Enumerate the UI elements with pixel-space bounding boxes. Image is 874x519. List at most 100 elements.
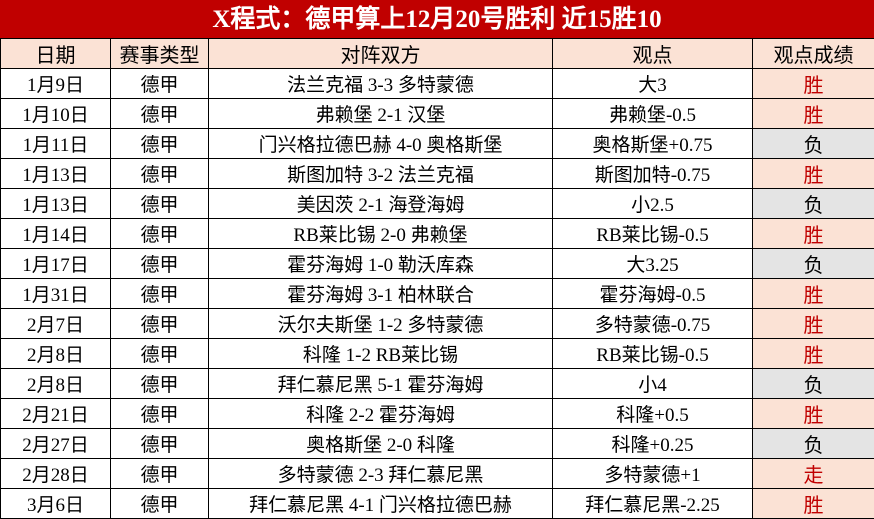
cell-date: 1月13日 [1, 159, 111, 189]
cell-date: 1月9日 [1, 69, 111, 99]
table-header: 日期 赛事类型 对阵双方 观点 观点成绩 [1, 39, 874, 69]
cell-date: 2月8日 [1, 339, 111, 369]
column-header-match: 对阵双方 [209, 39, 553, 69]
cell-match: 科隆 1-2 RB莱比锡 [209, 339, 553, 369]
cell-type: 德甲 [111, 69, 209, 99]
cell-type: 德甲 [111, 399, 209, 429]
cell-type: 德甲 [111, 429, 209, 459]
cell-result: 胜 [753, 219, 874, 249]
cell-result: 胜 [753, 399, 874, 429]
cell-date: 1月31日 [1, 279, 111, 309]
cell-result: 胜 [753, 159, 874, 189]
cell-match: 法兰克福 3-3 多特蒙德 [209, 69, 553, 99]
cell-match: 美因茨 2-1 海登海姆 [209, 189, 553, 219]
cell-type: 德甲 [111, 99, 209, 129]
cell-date: 2月28日 [1, 459, 111, 489]
cell-match: 弗赖堡 2-1 汉堡 [209, 99, 553, 129]
cell-match: 斯图加特 3-2 法兰克福 [209, 159, 553, 189]
cell-date: 1月17日 [1, 249, 111, 279]
cell-type: 德甲 [111, 159, 209, 189]
cell-view: RB莱比锡-0.5 [553, 339, 753, 369]
cell-result: 胜 [753, 339, 874, 369]
cell-type: 德甲 [111, 279, 209, 309]
cell-view: RB莱比锡-0.5 [553, 219, 753, 249]
cell-type: 德甲 [111, 129, 209, 159]
cell-result: 负 [753, 249, 874, 279]
cell-view: 小2.5 [553, 189, 753, 219]
cell-view: 弗赖堡-0.5 [553, 99, 753, 129]
cell-match: 沃尔夫斯堡 1-2 多特蒙德 [209, 309, 553, 339]
cell-type: 德甲 [111, 459, 209, 489]
cell-view: 大3.25 [553, 249, 753, 279]
cell-match: 霍芬海姆 1-0 勒沃库森 [209, 249, 553, 279]
cell-view: 拜仁慕尼黑-2.25 [553, 489, 753, 519]
column-header-type: 赛事类型 [111, 39, 209, 69]
cell-type: 德甲 [111, 189, 209, 219]
cell-date: 2月8日 [1, 369, 111, 399]
cell-result: 负 [753, 369, 874, 399]
cell-date: 1月14日 [1, 219, 111, 249]
cell-view: 斯图加特-0.75 [553, 159, 753, 189]
cell-result: 胜 [753, 69, 874, 99]
cell-match: 霍芬海姆 3-1 柏林联合 [209, 279, 553, 309]
cell-date: 3月6日 [1, 489, 111, 519]
cell-type: 德甲 [111, 369, 209, 399]
cell-match: 奥格斯堡 2-0 科隆 [209, 429, 553, 459]
cell-result: 胜 [753, 489, 874, 519]
cell-type: 德甲 [111, 339, 209, 369]
cell-view: 奥格斯堡+0.75 [553, 129, 753, 159]
cell-date: 1月10日 [1, 99, 111, 129]
cell-result: 负 [753, 189, 874, 219]
cell-match: 门兴格拉德巴赫 4-0 奥格斯堡 [209, 129, 553, 159]
column-header-result: 观点成绩 [753, 39, 874, 69]
cell-view: 小4 [553, 369, 753, 399]
cell-date: 1月13日 [1, 189, 111, 219]
cell-view: 科隆+0.25 [553, 429, 753, 459]
cell-type: 德甲 [111, 249, 209, 279]
cell-date: 2月7日 [1, 309, 111, 339]
cell-result: 负 [753, 129, 874, 159]
cell-result: 走 [753, 459, 874, 489]
cell-date: 1月11日 [1, 129, 111, 159]
cell-result: 胜 [753, 99, 874, 129]
cell-result: 负 [753, 429, 874, 459]
cell-match: 拜仁慕尼黑 5-1 霍芬海姆 [209, 369, 553, 399]
cell-view: 多特蒙德+1 [553, 459, 753, 489]
cell-view: 大3 [553, 69, 753, 99]
cell-view: 多特蒙德-0.75 [553, 309, 753, 339]
prediction-record-sheet: X程式：德甲算上12月20号胜利 近15胜10 日期 赛事类型 对阵双方 观点 … [0, 0, 874, 442]
records-table: 日期 赛事类型 对阵双方 观点 观点成绩 1月9日德甲法兰克福 3-3 多特蒙德… [0, 38, 874, 519]
cell-type: 德甲 [111, 489, 209, 519]
column-header-view: 观点 [553, 39, 753, 69]
table-header-row: 日期 赛事类型 对阵双方 观点 观点成绩 [1, 39, 874, 69]
cell-match: 科隆 2-2 霍芬海姆 [209, 399, 553, 429]
cell-view: 科隆+0.5 [553, 399, 753, 429]
cell-result: 胜 [753, 309, 874, 339]
cell-type: 德甲 [111, 219, 209, 249]
cell-match: 拜仁慕尼黑 4-1 门兴格拉德巴赫 [209, 489, 553, 519]
cell-type: 德甲 [111, 309, 209, 339]
cell-date: 2月21日 [1, 399, 111, 429]
cell-view: 霍芬海姆-0.5 [553, 279, 753, 309]
cell-date: 2月27日 [1, 429, 111, 459]
page-title: X程式：德甲算上12月20号胜利 近15胜10 [0, 0, 874, 38]
cell-match: 多特蒙德 2-3 拜仁慕尼黑 [209, 459, 553, 489]
cell-result: 胜 [753, 279, 874, 309]
cell-match: RB莱比锡 2-0 弗赖堡 [209, 219, 553, 249]
